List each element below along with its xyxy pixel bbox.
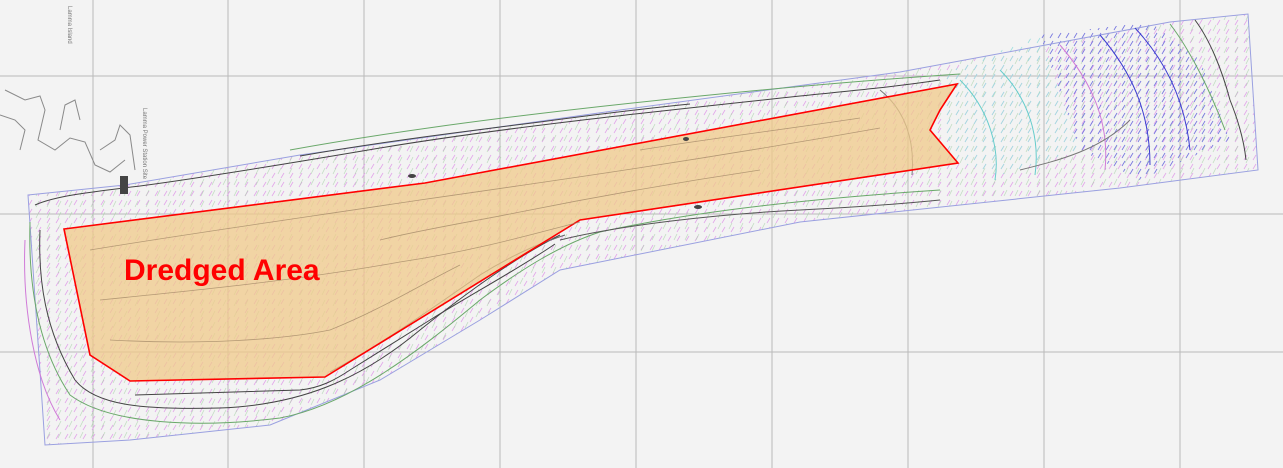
power-station-label: Lamma Power Station Site bbox=[141, 108, 147, 180]
dredged-area-label: Dredged Area bbox=[124, 254, 320, 287]
structures bbox=[120, 137, 702, 209]
dredged-area-polygon bbox=[63, 82, 960, 382]
island-label: Lamma Island bbox=[66, 6, 72, 44]
coastline bbox=[0, 89, 136, 173]
dredged-area-contours bbox=[89, 117, 881, 343]
